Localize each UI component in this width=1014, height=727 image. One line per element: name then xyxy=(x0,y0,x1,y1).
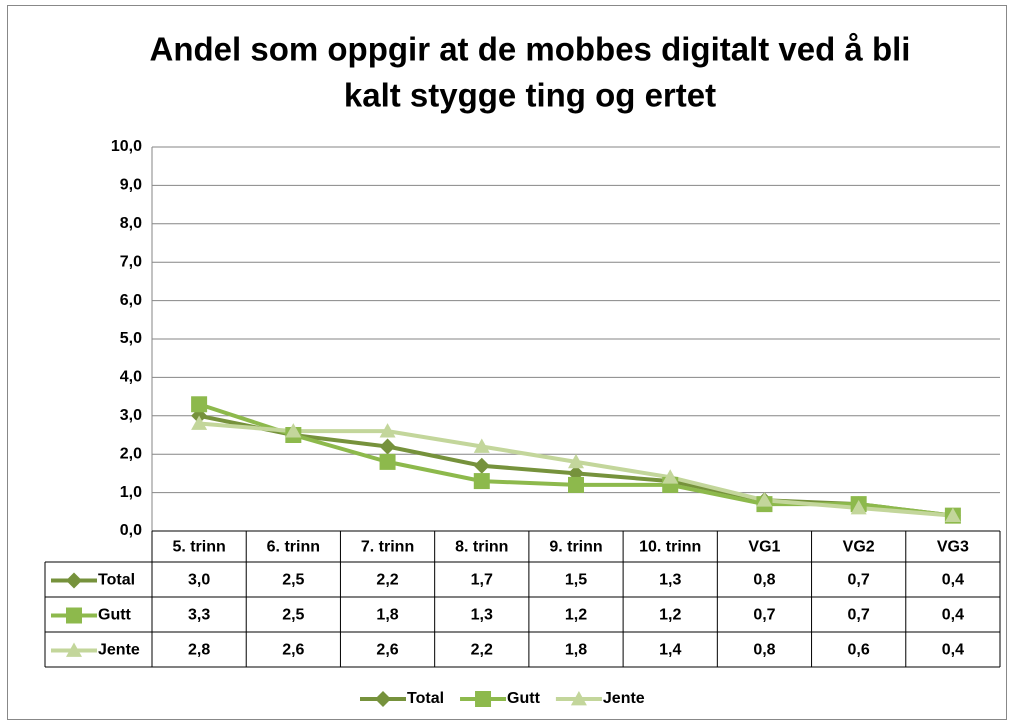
table-cell: 1,8 xyxy=(565,642,587,659)
table-cell: 1,8 xyxy=(376,607,398,624)
marker xyxy=(375,691,391,707)
marker xyxy=(756,492,773,507)
x-tick-label: 6. trinn xyxy=(267,539,320,556)
table-cell: 1,3 xyxy=(659,572,681,589)
chart-title: Andel som oppgir at de mobbes digitalt v… xyxy=(150,31,911,68)
y-tick-label: 5,0 xyxy=(120,330,142,347)
table-cell: 2,8 xyxy=(188,642,210,659)
table-cell: 0,4 xyxy=(942,572,964,589)
y-tick-label: 10,0 xyxy=(111,138,142,155)
table-cell: 0,7 xyxy=(753,607,775,624)
table-cell: 2,2 xyxy=(376,572,398,589)
x-tick-label: 9. trinn xyxy=(549,539,602,556)
marker xyxy=(944,507,961,523)
marker xyxy=(662,469,679,484)
x-tick-label: VG2 xyxy=(843,539,875,556)
table-cell: 1,2 xyxy=(565,607,587,624)
x-tick-label: VG3 xyxy=(937,539,969,556)
y-tick-label: 7,0 xyxy=(120,253,142,270)
marker xyxy=(473,457,490,474)
y-tick-label: 4,0 xyxy=(120,369,142,386)
y-tick-label: 0,0 xyxy=(120,522,142,539)
table-cell: 0,4 xyxy=(942,607,964,624)
chart-border xyxy=(7,5,1007,720)
x-tick-label: 5. trinn xyxy=(172,539,225,556)
table-cell: 1,4 xyxy=(659,642,681,659)
marker xyxy=(475,691,492,707)
table-cell: 3,0 xyxy=(188,572,210,589)
table-cell: 1,2 xyxy=(659,607,681,624)
table-cell: 2,5 xyxy=(282,607,304,624)
table-row-label: Gutt xyxy=(98,607,132,624)
marker xyxy=(379,453,396,470)
marker xyxy=(850,499,867,515)
table-cell: 2,2 xyxy=(471,642,493,659)
x-tick-label: 10. trinn xyxy=(639,539,701,556)
marker xyxy=(568,476,584,493)
marker xyxy=(570,691,587,706)
marker xyxy=(66,642,82,657)
marker xyxy=(473,438,490,453)
legend-label: Jente xyxy=(603,690,645,707)
table-cell: 1,5 xyxy=(565,572,587,589)
y-tick-label: 2,0 xyxy=(120,445,142,462)
table-cell: 0,8 xyxy=(753,642,775,659)
marker xyxy=(66,607,82,624)
x-tick-label: 7. trinn xyxy=(361,539,414,556)
table-cell: 2,5 xyxy=(282,572,304,589)
table-row-label: Jente xyxy=(98,642,140,659)
y-tick-label: 8,0 xyxy=(120,215,142,232)
chart-title: kalt stygge ting og ertet xyxy=(344,77,716,114)
marker xyxy=(379,438,396,455)
table-cell: 1,7 xyxy=(471,572,493,589)
legend-label: Gutt xyxy=(507,690,541,707)
y-tick-label: 3,0 xyxy=(120,407,142,424)
table-cell: 1,3 xyxy=(471,607,493,624)
x-tick-label: 8. trinn xyxy=(455,539,508,556)
y-tick-label: 9,0 xyxy=(120,177,142,194)
marker xyxy=(473,473,490,490)
marker xyxy=(191,396,208,413)
table-cell: 0,7 xyxy=(848,607,870,624)
y-tick-label: 6,0 xyxy=(120,292,142,309)
x-tick-label: VG1 xyxy=(748,539,780,556)
marker xyxy=(379,423,396,438)
table-cell: 0,6 xyxy=(848,642,870,659)
table-cell: 0,7 xyxy=(848,572,870,589)
table-cell: 3,3 xyxy=(188,607,210,624)
marker xyxy=(66,572,82,589)
table-cell: 2,6 xyxy=(376,642,398,659)
legend-label: Total xyxy=(407,690,444,707)
marker xyxy=(285,423,302,438)
marker xyxy=(191,415,208,430)
y-tick-label: 1,0 xyxy=(120,484,142,501)
table-cell: 0,8 xyxy=(753,572,775,589)
marker xyxy=(568,453,584,469)
table-row-label: Total xyxy=(98,572,135,589)
table-cell: 0,4 xyxy=(942,642,964,659)
table-cell: 2,6 xyxy=(282,642,304,659)
